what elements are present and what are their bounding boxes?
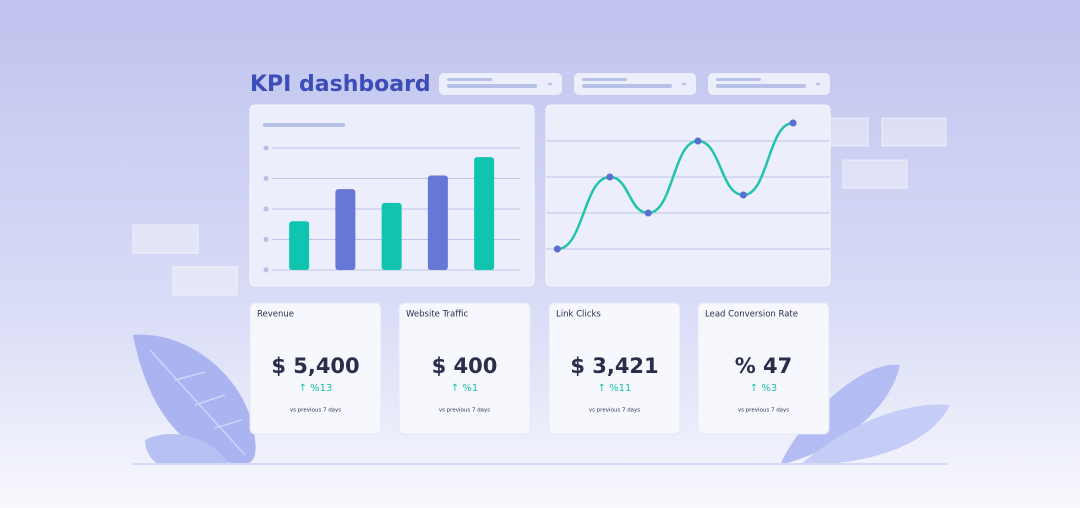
point [553,245,561,253]
card-note: vs previous 7 days [439,408,490,414]
bar [381,202,402,270]
point [739,191,747,199]
card-title: Lead Conversion Rate [705,310,798,320]
card-note: vs previous 7 days [589,408,640,414]
card-change: ↑ %11 [598,383,632,394]
card-change: ↑ %13 [299,383,333,394]
panel-placeholder [263,123,345,127]
tick-dot [263,145,269,151]
card-note: vs previous 7 days [290,408,341,414]
kpi-card [548,302,681,435]
card-title: Website Traffic [406,310,468,320]
point [644,209,652,217]
tick-dot [263,206,269,212]
card-value: $ 3,421 [570,354,658,378]
bar [335,189,356,270]
line-panel [545,104,831,287]
tick-dot [263,267,269,273]
bar-panel [249,104,535,287]
card-change: ↑ %3 [750,383,777,394]
card-change: ↑ %1 [451,383,478,394]
card-value: $ 400 [432,354,498,378]
card-title: Revenue [257,310,294,320]
dashboard-title: KPI dashboard [250,72,431,97]
dropdowns[interactable] [439,73,830,95]
bar [289,221,310,270]
tick-dot [263,176,269,181]
charts [263,119,830,273]
point [606,173,614,181]
dropdown-placeholders [447,78,821,88]
tick-dot [263,237,269,242]
card-note: vs previous 7 days [738,408,789,414]
kpi-card [398,302,531,435]
point [789,119,797,127]
kpi-card [697,302,830,435]
card-value: $ 5,400 [271,354,359,378]
point [694,137,702,145]
floating-rects [132,117,947,296]
kpi-cards: Revenue $ 5,400 ↑ %13 vs previous 7 days Web… [249,302,830,435]
card-value: % 47 [735,354,793,378]
leaves [133,334,950,465]
card-title: Link Clicks [556,310,601,320]
bar [427,175,448,270]
kpi-card [249,302,382,435]
bar [474,157,495,270]
line [557,121,794,251]
